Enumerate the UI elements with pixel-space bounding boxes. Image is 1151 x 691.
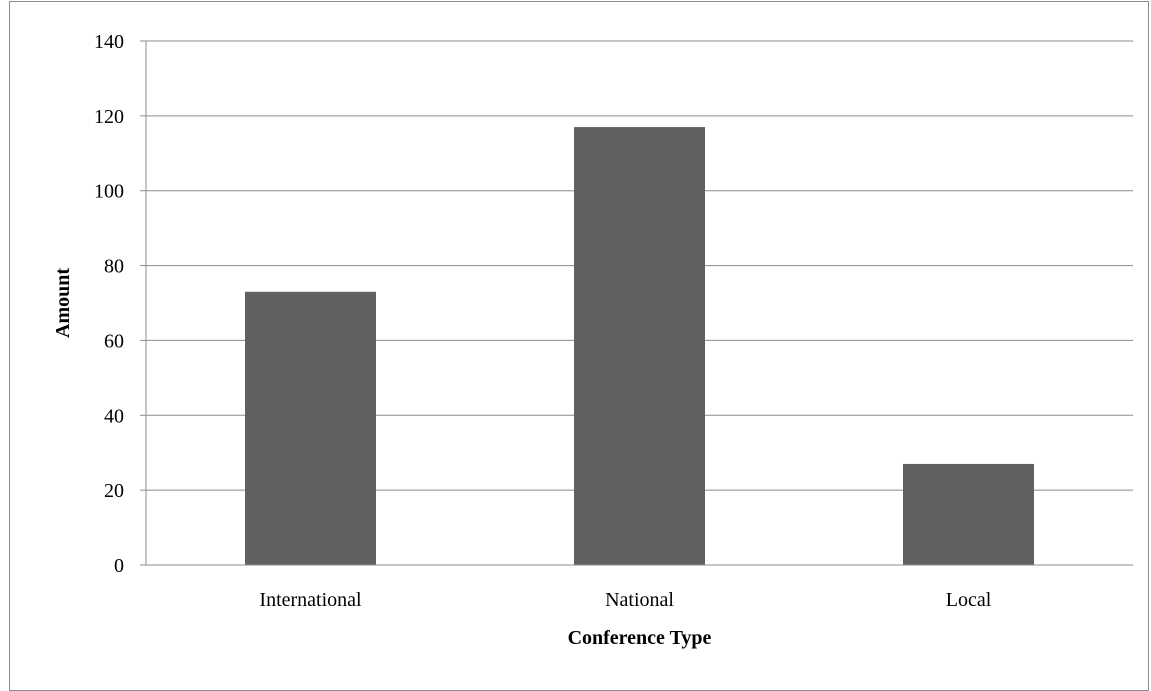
- x-tick-label: National: [605, 589, 674, 611]
- x-tick-labels: International National Local: [259, 589, 991, 611]
- axes: [140, 40, 1133, 566]
- x-tick-label: Local: [946, 589, 992, 611]
- y-tick-label: 120: [94, 106, 124, 128]
- bar: [245, 291, 376, 565]
- y-tick-label: 0: [114, 555, 124, 577]
- y-tick-label: 60: [104, 330, 124, 352]
- bar: [574, 127, 705, 565]
- bars: [245, 127, 1034, 565]
- y-tick-label: 140: [94, 31, 124, 53]
- x-tick-label: International: [259, 589, 362, 611]
- y-tick-label: 20: [104, 480, 124, 502]
- bar-chart: 0 20 40 60 80 100 120 140 International National…: [52, 31, 1133, 649]
- y-axis-title: Amount: [52, 268, 74, 338]
- y-tick-labels: 0 20 40 60 80 100 120 140: [94, 31, 124, 577]
- bar: [903, 463, 1034, 565]
- y-tick-label: 80: [104, 256, 124, 278]
- y-tick-label: 100: [94, 181, 124, 203]
- x-axis-title: Conference Type: [568, 627, 712, 649]
- y-tick-label: 40: [104, 405, 124, 427]
